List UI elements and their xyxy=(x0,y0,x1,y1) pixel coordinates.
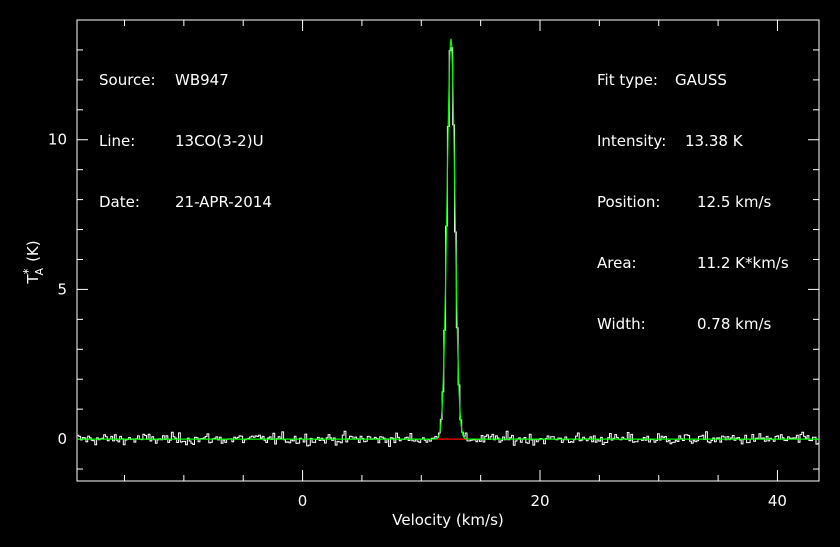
info-value: 0.78 km/s xyxy=(697,315,772,333)
plot-frame xyxy=(76,19,820,482)
info-left-row: Date: 21-APR-2014 xyxy=(99,193,272,218)
info-value: 13.38 K xyxy=(685,132,743,150)
info-key: Date: xyxy=(99,193,140,211)
y-axis-label-sup: * xyxy=(21,268,35,274)
y-axis-label-main: T xyxy=(24,274,42,285)
info-key: Source: xyxy=(99,71,156,89)
info-left-row: Line: 13CO(3-2)U xyxy=(99,132,272,157)
info-key: Area: xyxy=(597,254,637,272)
info-left-row: Source: WB947 xyxy=(99,71,272,96)
info-value: WB947 xyxy=(175,71,229,89)
info-value: 12.5 km/s xyxy=(697,193,772,211)
info-key: Width: xyxy=(597,315,646,333)
info-right-row: Width: 0.78 km/s xyxy=(597,315,789,340)
y-tick-labels: 0 5 10 xyxy=(48,131,67,448)
gaussian-fit-curve xyxy=(77,38,819,440)
info-key: Intensity: xyxy=(597,132,667,150)
info-right-row: Fit type: GAUSS xyxy=(597,71,789,96)
y-axis-label-unit: (K) xyxy=(24,240,42,262)
x-axis-label: Velocity (km/s) xyxy=(392,511,503,529)
info-right-row: Position: 12.5 km/s xyxy=(597,193,789,218)
info-right-block: Fit type: GAUSS Intensity: 13.38 K Positio… xyxy=(597,35,789,358)
info-key: Fit type: xyxy=(597,71,658,89)
x-tick-labels: 0 20 40 xyxy=(298,492,787,510)
x-tick-label: 0 xyxy=(298,492,308,510)
y-axis-label: T*A (K) xyxy=(21,240,46,284)
info-key: Line: xyxy=(99,132,136,150)
info-value: GAUSS xyxy=(675,71,727,89)
y-axis-label-sub: A xyxy=(33,267,46,275)
info-right-row: Area: 11.2 K*km/s xyxy=(597,254,789,279)
info-left-block: Source: WB947 Line: 13CO(3-2)U Date: 21-APR… xyxy=(99,35,272,236)
y-tick-label: 0 xyxy=(57,430,67,448)
info-value: 21-APR-2014 xyxy=(175,193,272,211)
x-tick-label: 20 xyxy=(530,492,549,510)
info-value: 13CO(3-2)U xyxy=(175,132,264,150)
y-tick-label: 10 xyxy=(48,131,67,149)
y-tick-label: 5 xyxy=(57,280,67,298)
x-tick-label: 40 xyxy=(768,492,787,510)
info-value: 11.2 K*km/s xyxy=(697,254,789,272)
info-right-row: Intensity: 13.38 K xyxy=(597,132,789,157)
info-key: Position: xyxy=(597,193,661,211)
